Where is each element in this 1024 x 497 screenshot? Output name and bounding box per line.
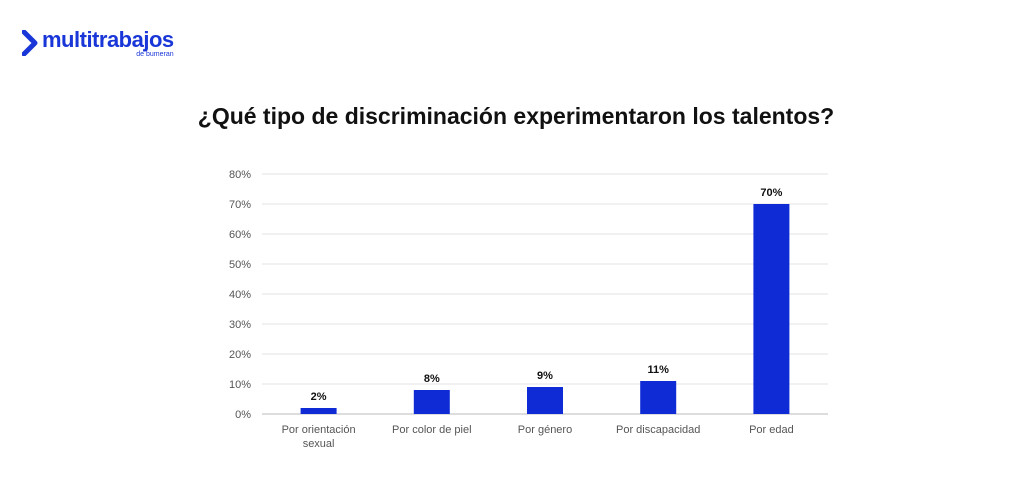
data-label: 8% [424,373,440,385]
category-label: Por color de piel [392,424,472,436]
category-label: Por edad [749,424,794,436]
logo-subtitle: de bumeran [136,51,174,58]
y-tick-label: 0% [235,409,251,421]
category-label: Por orientación sexual [282,424,356,450]
bar [413,390,450,414]
bar [527,387,563,414]
data-label: 2% [311,391,327,403]
chart-title: ¿Qué tipo de discriminación experimentar… [197,103,835,129]
brand-logo: multitrabajos de bumeran [22,28,174,59]
y-tick-label: 30% [229,319,251,331]
y-tick-label: 40% [229,289,251,301]
y-tick-label: 10% [229,379,251,391]
y-tick-label: 20% [229,349,251,361]
y-tick-label: 80% [229,169,251,181]
category-label: Por género [518,424,572,436]
bar [753,204,790,414]
chevron-right-icon [22,30,38,56]
bar [640,381,677,414]
y-tick-label: 50% [229,259,251,271]
logo-wordmark: multitrabajos [42,27,174,52]
data-label: 11% [647,364,669,376]
category-label: Por discapacidad [616,424,700,436]
y-tick-label: 70% [229,199,251,211]
data-label: 70% [760,187,782,199]
bar [300,408,337,414]
data-label: 9% [537,370,553,382]
y-tick-label: 60% [229,229,251,241]
